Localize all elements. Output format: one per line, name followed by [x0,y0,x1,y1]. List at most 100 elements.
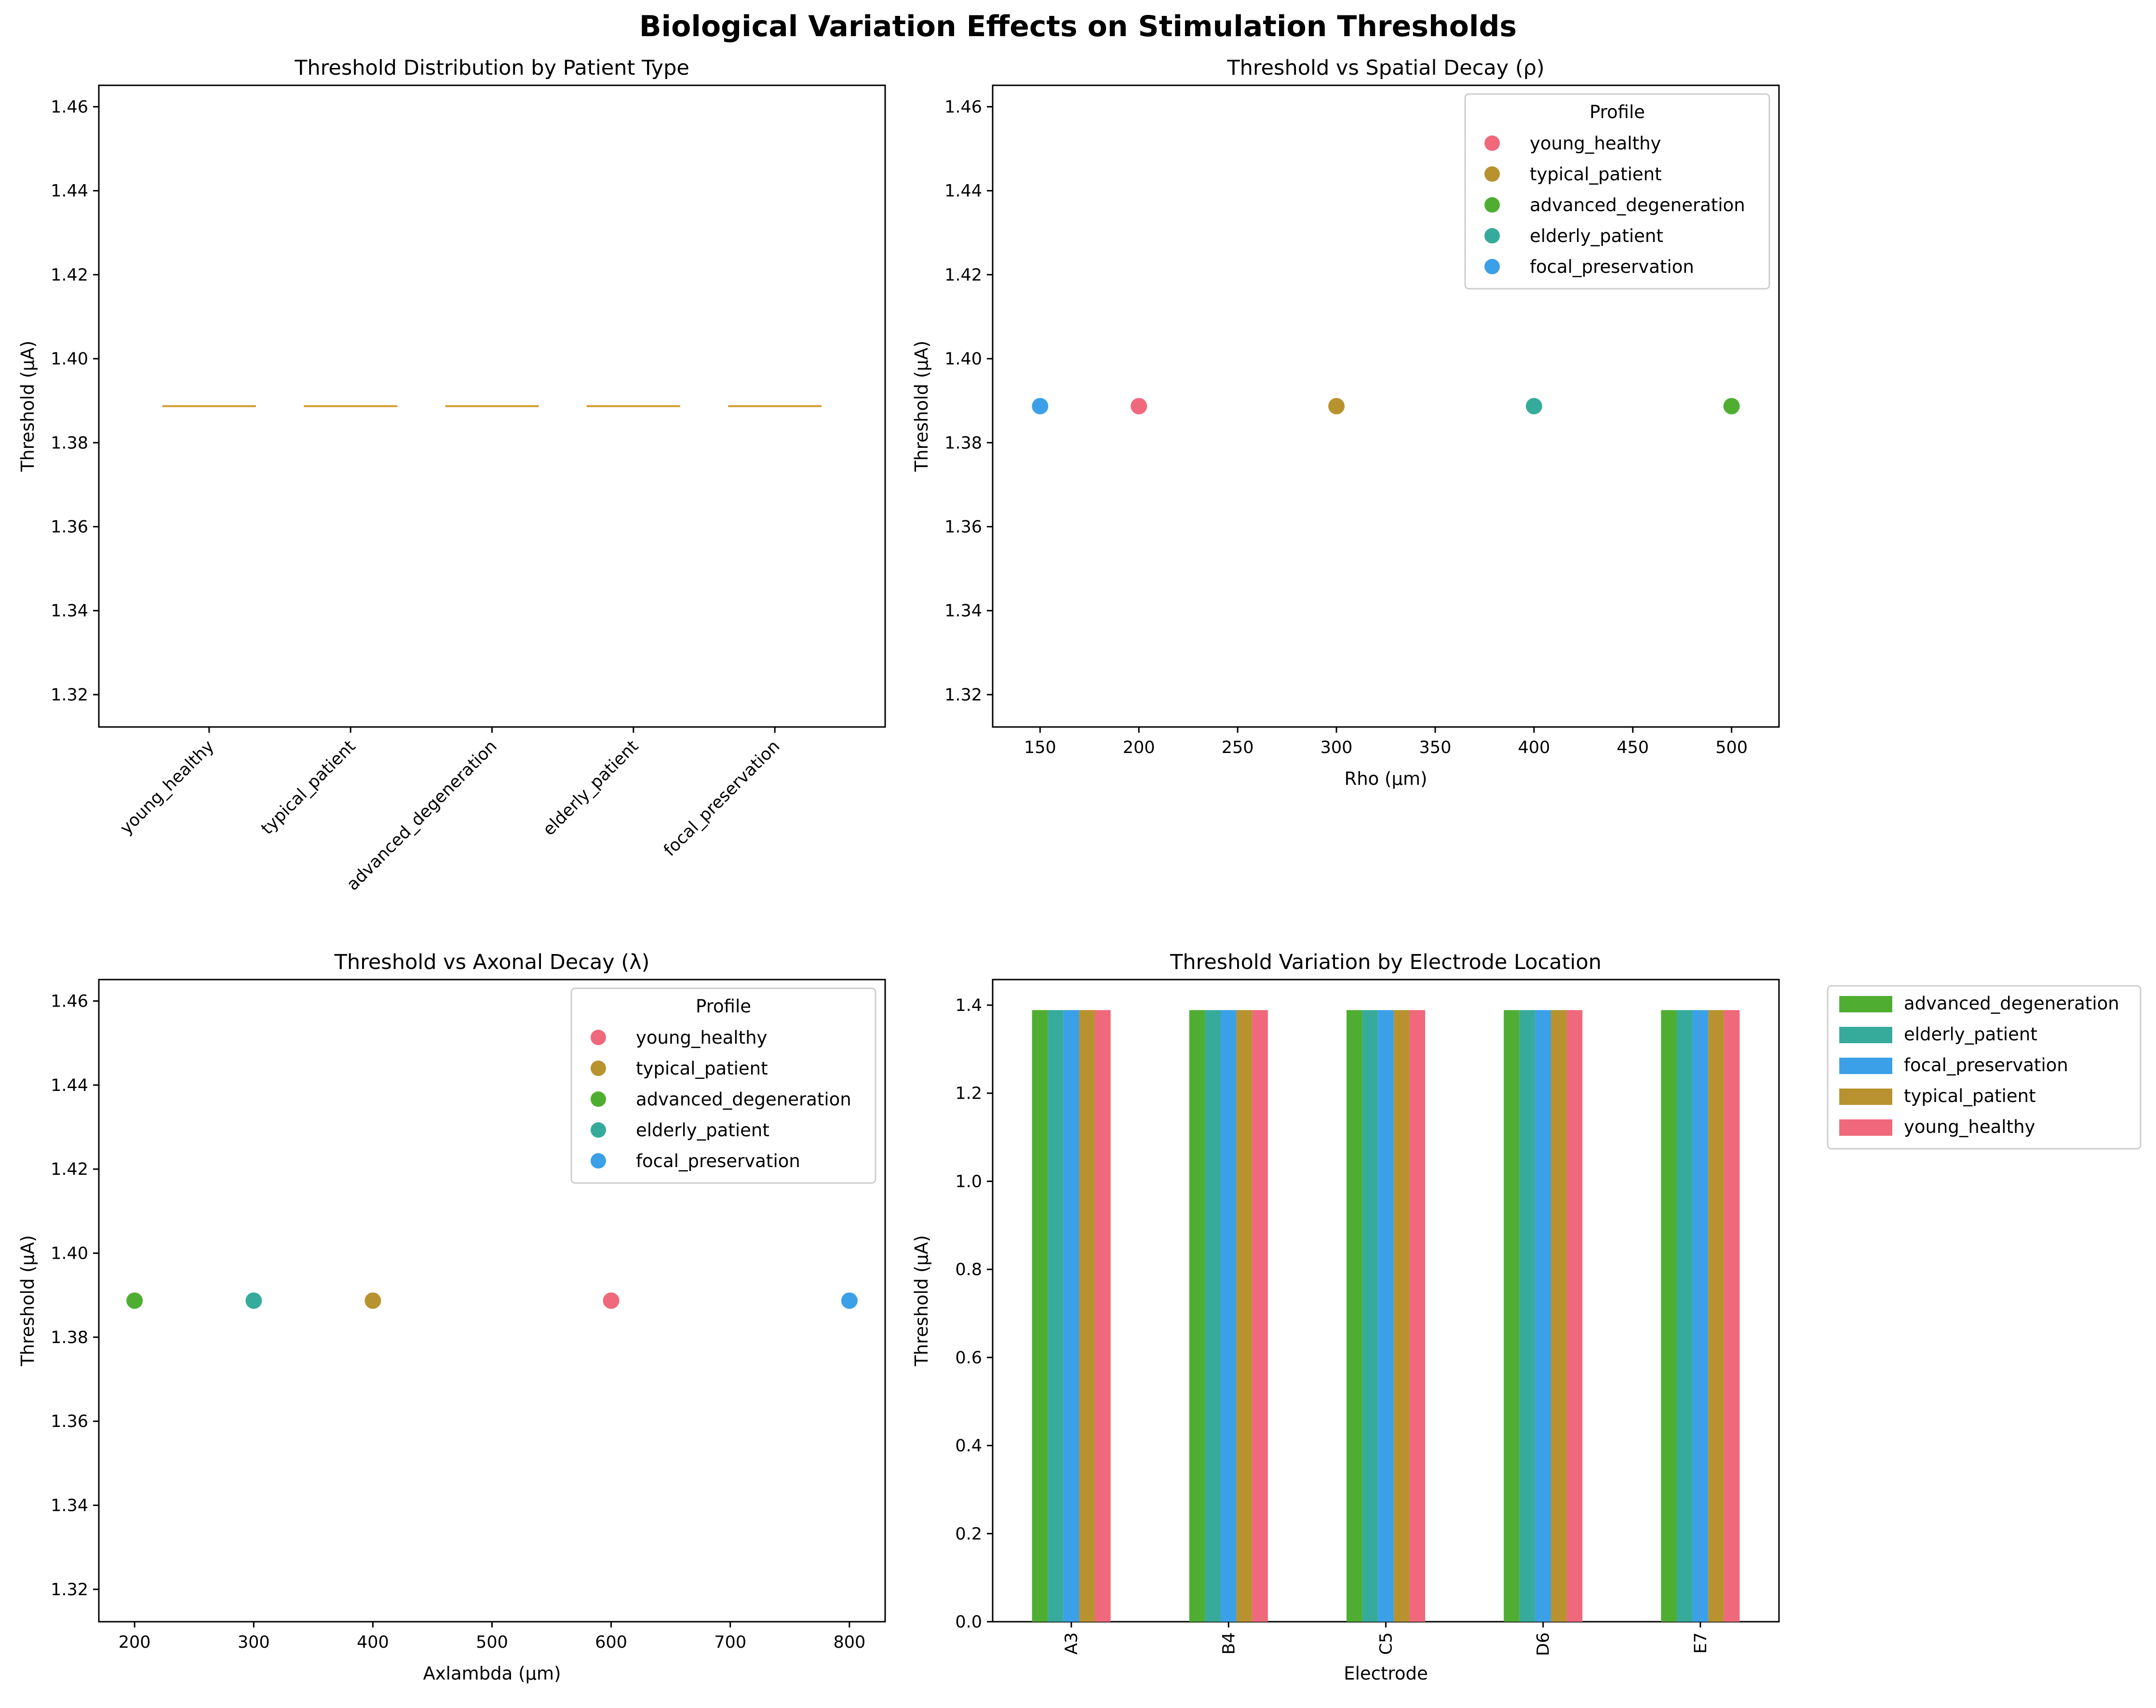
bar [1220,1010,1237,1622]
legend-box [1827,985,2142,1150]
y-axis-label: Threshold (µA) [17,341,38,472]
x-tick-label: B4 [1219,1632,1239,1654]
legend-marker [1484,197,1500,213]
scatter-point [1525,398,1542,415]
scatter-point [841,1292,858,1309]
legend-marker [591,1122,606,1138]
x-tick-label: 200 [1123,738,1155,757]
y-tick-label: 1.40 [51,1244,88,1263]
bar [1189,1010,1205,1622]
legend-marker [591,1030,606,1045]
legend-marker [591,1061,606,1076]
scatter-point [364,1292,381,1309]
legend-label: focal_preservation [1904,1055,2068,1076]
y-tick-label: 1.42 [51,1160,88,1179]
x-axis-label: Rho (µm) [1344,768,1427,789]
legend-marker [1484,259,1500,274]
bar [1079,1010,1095,1622]
y-tick-label: 1.4 [955,996,982,1015]
y-tick-label: 1.2 [955,1084,982,1103]
y-tick-label: 1.36 [51,517,88,537]
scatter-point [1723,398,1740,415]
legend-swatch [1839,996,1892,1012]
scatter-point [1328,398,1345,415]
x-tick-label: 200 [119,1633,151,1652]
legend-label: young_healthy [1904,1116,2035,1137]
y-tick-label: 1.36 [51,1412,88,1431]
x-axis-label: Axlambda (µm) [423,1663,561,1684]
bar [1566,1010,1583,1622]
legend-label: advanced_degeneration [1530,195,1745,215]
bar [1519,1010,1536,1622]
x-tick-label: 150 [1024,738,1056,757]
y-tick-label: 1.32 [51,686,88,705]
legend-swatch [1839,1089,1892,1105]
bar [1346,1010,1362,1622]
legend-swatch [1839,1119,1892,1136]
bar [1661,1010,1677,1622]
x-tick-label: 250 [1222,738,1254,757]
y-axis-label: Threshold (µA) [911,341,932,472]
panel-title: Threshold Variation by Electrode Locatio… [1170,950,1602,974]
y-tick-label: 1.42 [944,266,982,285]
x-tick-label: E7 [1691,1632,1711,1654]
figure-title: Biological Variation Effects on Stimulat… [639,10,1517,43]
y-tick-label: 0.0 [955,1613,982,1632]
scatter-point [1032,398,1049,415]
x-tick-label: 700 [714,1633,746,1652]
y-tick-label: 1.44 [51,182,88,201]
legend-label: advanced_degeneration [636,1089,851,1110]
legend-title: Profile [1590,102,1645,122]
y-tick-label: 0.6 [955,1348,982,1368]
x-tick-label: 350 [1419,738,1452,757]
y-tick-label: 1.0 [955,1172,982,1191]
x-tick-label: 500 [1715,738,1748,757]
y-tick-label: 1.34 [51,602,88,621]
x-tick-label: 300 [238,1633,270,1652]
y-tick-label: 1.40 [944,350,982,369]
x-tick-label: 600 [595,1633,627,1652]
x-tick-label: 800 [833,1633,865,1652]
legend-swatch [1839,1058,1892,1074]
scatter-point [245,1292,262,1309]
y-tick-label: 1.46 [944,97,982,117]
y-tick-label: 1.32 [944,686,982,705]
legend-marker [1484,166,1500,182]
legend-label: typical_patient [1904,1086,2036,1106]
x-tick-label: 450 [1617,738,1649,757]
panel-title: Threshold vs Axonal Decay (λ) [334,950,650,974]
legend-title: Profile [696,996,751,1017]
y-tick-label: 1.36 [944,517,982,537]
y-tick-label: 0.8 [955,1260,982,1279]
legend-marker [591,1153,606,1169]
y-tick-label: 1.34 [944,602,982,621]
y-tick-label: 1.44 [51,1076,88,1095]
legend-label: young_healthy [636,1027,767,1048]
bar [1724,1010,1740,1622]
scatter-point [126,1292,143,1309]
lambda-scatter-plot: Threshold vs Axonal Decay (λ) Threshold (… [17,950,886,1684]
bar [1048,1010,1064,1622]
legend-box [1464,93,1770,290]
legend-marker [591,1091,606,1107]
x-tick-label: 400 [1518,738,1550,757]
bar [1504,1010,1520,1622]
legend-marker [1484,228,1500,243]
y-axis-label: Threshold (µA) [17,1235,38,1367]
electrode-bar-chart: Threshold Variation by Electrode Locatio… [911,950,2142,1684]
legend-marker [1484,135,1500,151]
bar [1692,1010,1709,1622]
bar [1236,1010,1253,1622]
bar [1393,1010,1410,1622]
x-tick-label: 300 [1321,738,1353,757]
bar [1551,1010,1567,1622]
legend-label: elderly_patient [636,1120,769,1141]
legend-label: focal_preservation [636,1151,800,1171]
legend-swatch [1839,1027,1892,1043]
x-tick-label: D6 [1534,1632,1553,1656]
legend-label: focal_preservation [1530,256,1694,277]
x-axis-label: Electrode [1344,1663,1428,1684]
bar [1708,1010,1724,1622]
rho-scatter-plot: Threshold vs Spatial Decay (ρ) Threshold … [911,56,1780,789]
